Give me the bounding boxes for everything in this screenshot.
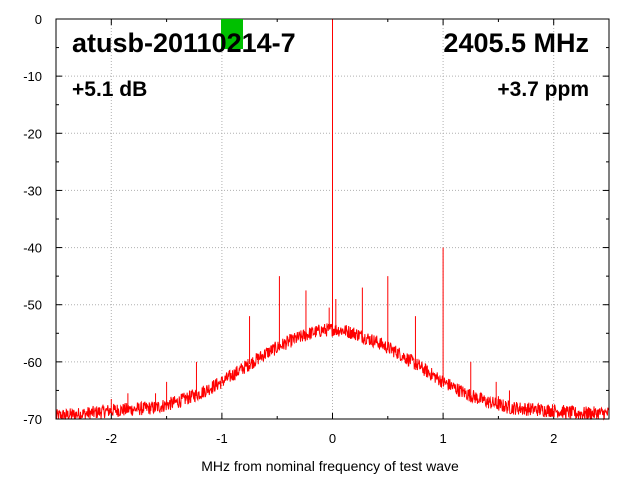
x-axis-label: MHz from nominal frequency of test wave [201, 458, 459, 474]
frequency-label: 2405.5 MHz [443, 28, 589, 58]
plot-frame [55, 18, 610, 420]
x-tick-label: 2 [550, 431, 557, 446]
level-marker [221, 19, 243, 49]
gain-label: +5.1 dB [72, 78, 147, 101]
y-tick-label: -60 [23, 355, 42, 370]
device-label: atusb-20110214-7 [72, 28, 296, 58]
spur-lines [110, 19, 510, 411]
y-tick-label: -10 [23, 69, 42, 84]
y-tick-label: -30 [23, 183, 42, 198]
y-tick-label: -40 [23, 241, 42, 256]
x-tick-label: -2 [106, 431, 118, 446]
y-tick-label: 0 [35, 12, 42, 27]
offset-label: +3.7 ppm [497, 78, 589, 101]
spectrum-trace [55, 323, 610, 421]
spectrum-series [55, 323, 610, 421]
x-tick-label: 0 [329, 431, 336, 446]
y-tick-label: -70 [23, 412, 42, 427]
x-tick-label: 1 [439, 431, 446, 446]
tick-labels: -2 -1 0 1 20-10-20-30-40-50-60-70 [23, 12, 557, 446]
x-tick-label: -1 [216, 431, 228, 446]
y-tick-label: -50 [23, 298, 42, 313]
y-tick-label: -20 [23, 126, 42, 141]
